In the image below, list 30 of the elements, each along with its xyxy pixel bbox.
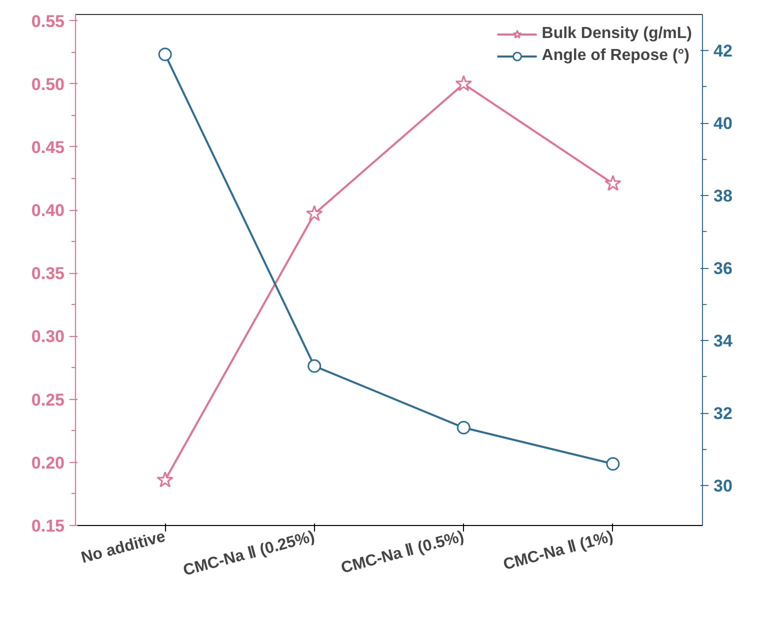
y2-tick-label: 34 bbox=[714, 332, 733, 351]
y2-tick-label: 38 bbox=[714, 186, 732, 206]
y2-tick-label: 36 bbox=[714, 259, 732, 278]
y-tick-label: 0.45 bbox=[31, 138, 65, 157]
y-tick-label: 0.15 bbox=[31, 516, 65, 536]
y2-tick-label: 40 bbox=[714, 114, 732, 134]
y-tick-label: 0.25 bbox=[31, 390, 65, 410]
y2-tick-label: 30 bbox=[714, 476, 732, 496]
x-tick-label: CMC-Na Ⅱ (1%) bbox=[502, 528, 616, 574]
legend-label: Angle of Repose (°) bbox=[542, 47, 690, 65]
y-tick-label: 0.55 bbox=[31, 12, 65, 31]
y-tick-label: 0.35 bbox=[31, 264, 65, 284]
y-tick-label: 0.20 bbox=[31, 453, 65, 472]
x-tick-label: CMC-Na Ⅱ (0.25%) bbox=[182, 528, 317, 580]
point bbox=[308, 359, 322, 373]
y-tick-label: 0.30 bbox=[31, 327, 65, 346]
point bbox=[456, 420, 470, 434]
y-tick-label: 0.40 bbox=[31, 201, 65, 220]
point bbox=[606, 457, 620, 471]
y2-tick-label: 32 bbox=[714, 404, 732, 424]
point bbox=[158, 48, 172, 62]
y-tick-label: 0.50 bbox=[31, 74, 65, 94]
point bbox=[455, 75, 472, 92]
point bbox=[604, 174, 622, 191]
point bbox=[306, 205, 323, 222]
x-tick-label: CMC-Na Ⅱ (0.5%) bbox=[339, 528, 466, 578]
y2-tick-label: 42 bbox=[714, 42, 732, 61]
point bbox=[156, 471, 174, 488]
legend-label: Bulk Density (g/mL) bbox=[542, 25, 692, 43]
x-tick-label: No additive bbox=[80, 528, 168, 567]
